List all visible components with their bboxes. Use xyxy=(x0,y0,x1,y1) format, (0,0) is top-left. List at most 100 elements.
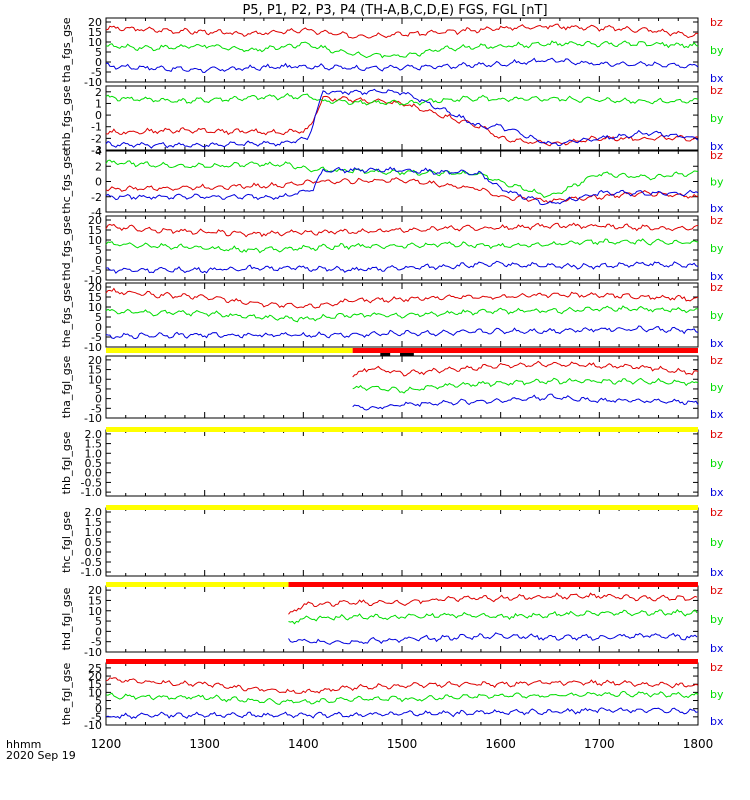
series-line-bz xyxy=(105,222,699,238)
y-tick-label: 25 xyxy=(88,662,102,675)
legend-bx: bx xyxy=(710,408,724,421)
y-tick-label: -2 xyxy=(91,191,102,204)
legend-by: by xyxy=(710,242,724,255)
y-tick-label: 10 xyxy=(88,234,102,247)
y-tick-label: -5 xyxy=(91,711,102,724)
y-tick-label: 1.5 xyxy=(85,516,103,529)
y-tick-label: 20 xyxy=(88,16,102,29)
y-tick-label: -10 xyxy=(84,76,102,89)
y-tick-label: 10 xyxy=(88,301,102,314)
y-tick-label: 10 xyxy=(88,373,102,386)
y-tick-label: 0 xyxy=(95,321,102,334)
legend-bx: bx xyxy=(710,337,724,350)
legend-bx: bx xyxy=(710,566,724,579)
y-tick-label: 0 xyxy=(95,393,102,406)
y-tick-label: 5 xyxy=(95,615,102,628)
y-tick-label: -2 xyxy=(91,132,102,145)
series-line-bx xyxy=(105,57,699,74)
series-line-bx xyxy=(105,166,699,206)
x-tick-label: 1700 xyxy=(584,737,615,751)
x-tick-label: 1300 xyxy=(189,737,220,751)
y-tick-label: 20 xyxy=(88,670,102,683)
y-tick-label: 15 xyxy=(88,291,102,304)
y-tick-label: -5 xyxy=(91,636,102,649)
status-mark xyxy=(400,353,414,356)
status-bar-red xyxy=(288,582,698,587)
y-tick-label: 2 xyxy=(95,160,102,173)
date-label: 2020 Sep 19 xyxy=(6,749,76,762)
y-tick-label: -1.0 xyxy=(81,566,102,579)
legend-by: by xyxy=(710,112,724,125)
y-tick-label: -10 xyxy=(84,646,102,659)
legend-by: by xyxy=(710,613,724,626)
y-tick-label: -10 xyxy=(84,341,102,354)
series-line-by xyxy=(105,40,699,59)
series-line-by xyxy=(105,159,699,199)
y-axis-label: the_fgl_gse xyxy=(60,663,73,726)
y-tick-label: 10 xyxy=(88,36,102,49)
y-tick-label: 1.5 xyxy=(85,438,103,451)
legend-bz: bz xyxy=(710,281,723,294)
status-bar-red xyxy=(352,348,698,353)
panel-6: 2.01.51.00.50.0-0.5-1.0 thb_fgl_gse bz by bx xyxy=(60,428,724,499)
y-tick-label: 2.0 xyxy=(85,506,103,519)
y-tick-label: -1.0 xyxy=(81,486,102,499)
legend-by: by xyxy=(710,457,724,470)
series-line-by xyxy=(105,305,699,323)
series-line-by xyxy=(105,92,699,106)
legend-bx: bx xyxy=(710,72,724,85)
y-tick-label: -0.5 xyxy=(81,556,102,569)
y-tick-label: 10 xyxy=(88,605,102,618)
y-axis-label: the_fgs_gse xyxy=(60,282,73,347)
y-axis-label: thb_fgl_gse xyxy=(60,431,73,494)
y-tick-label: 15 xyxy=(88,594,102,607)
legend-bx: bx xyxy=(710,642,724,655)
series-line-bx xyxy=(105,88,699,149)
y-tick-label: 20 xyxy=(88,584,102,597)
legend-bx: bx xyxy=(710,486,724,499)
legend-bz: bz xyxy=(710,214,723,227)
y-tick-label: 20 xyxy=(88,214,102,227)
series-line-bz xyxy=(105,287,699,309)
series-line-bz xyxy=(105,177,698,204)
x-axis: 1200 1300 1400 1500 1600 1700 1800 xyxy=(91,737,714,751)
series-line-bz xyxy=(105,23,699,39)
panel-7: 2.01.51.00.50.0-0.5-1.0 thc_fgl_gse bz by bx xyxy=(60,506,724,579)
y-tick-label: 15 xyxy=(88,224,102,237)
y-tick-label: 1.0 xyxy=(85,447,103,460)
y-tick-label: -5 xyxy=(91,402,102,415)
legend-bz: bz xyxy=(710,428,723,441)
y-tick-label: 0 xyxy=(95,176,102,189)
legend-bz: bz xyxy=(710,84,723,97)
legend-bx: bx xyxy=(710,715,724,728)
y-tick-label: 0 xyxy=(95,56,102,69)
y-tick-label: 0 xyxy=(95,703,102,716)
y-tick-label: 15 xyxy=(88,678,102,691)
legend-by: by xyxy=(710,536,724,549)
status-bar-yellow xyxy=(106,505,698,510)
series-line-bx xyxy=(288,632,698,645)
series-line-bx xyxy=(105,325,699,340)
legend-bz: bz xyxy=(710,661,723,674)
series-line-by xyxy=(105,690,699,705)
y-axis-label: thc_fgs_gse xyxy=(60,149,73,214)
y-tick-label: -10 xyxy=(84,412,102,425)
legend-bz: bz xyxy=(710,149,723,162)
legend-by: by xyxy=(710,309,724,322)
y-tick-label: 0 xyxy=(95,625,102,638)
legend-by: by xyxy=(710,688,724,701)
y-axis-label: tha_fgs_gse xyxy=(60,17,73,82)
legend-by: by xyxy=(710,381,724,394)
x-tick-label: 1200 xyxy=(91,737,122,751)
status-bar-red xyxy=(106,659,698,664)
x-tick-label: 1400 xyxy=(288,737,319,751)
status-bar-yellow xyxy=(106,582,289,587)
y-tick-label: 1 xyxy=(95,97,102,110)
legend-by: by xyxy=(710,44,724,57)
series-line-bx xyxy=(105,260,699,274)
status-bar-yellow xyxy=(106,427,698,432)
series-line-bz xyxy=(105,677,699,694)
legend-bz: bz xyxy=(710,584,723,597)
